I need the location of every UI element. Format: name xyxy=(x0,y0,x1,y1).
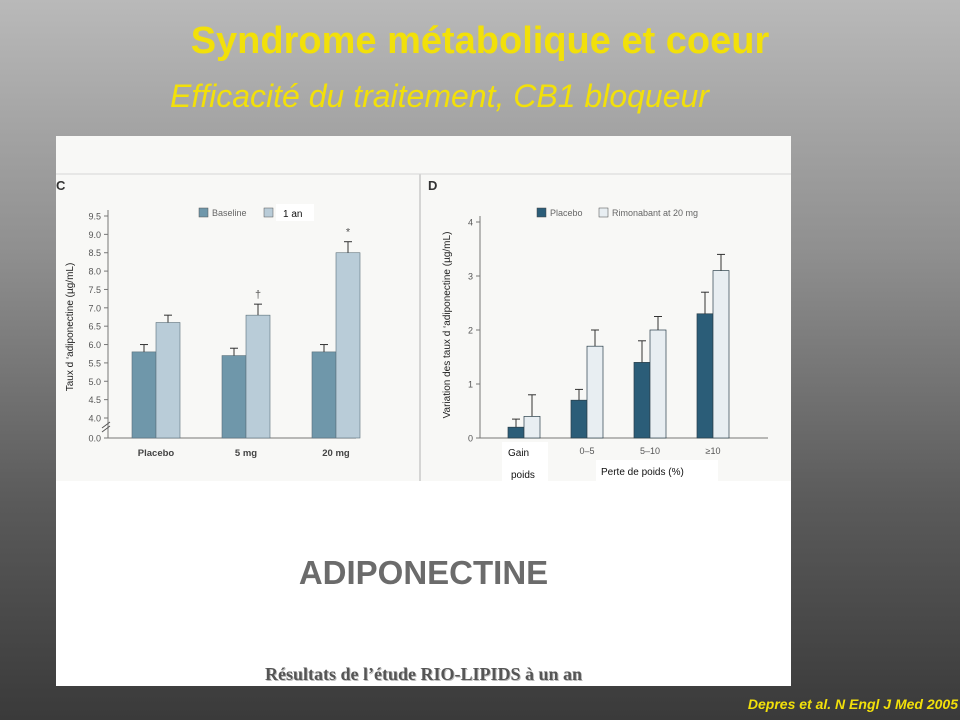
d-gain-label-line2: poids xyxy=(511,470,535,481)
d-legend-label-placebo: Placebo xyxy=(550,208,583,218)
d-y-tick-label: 1 xyxy=(468,380,473,390)
d-y-tick-label: 4 xyxy=(468,218,473,228)
c-y-tick-label: 9.5 xyxy=(88,212,101,222)
d-y-tick-label: 0 xyxy=(468,434,473,444)
c-y-tick-label: 7.5 xyxy=(88,285,101,295)
d-gain-label-line1: Gain xyxy=(508,448,529,459)
c-bar xyxy=(221,355,247,439)
c-y-tick-label: 9.0 xyxy=(88,230,101,240)
c-significance-mark: † xyxy=(255,289,261,301)
c-y-tick-label: 6.0 xyxy=(88,340,101,350)
c-x-tick-label: 20 mg xyxy=(322,448,350,459)
c-significance-mark: * xyxy=(346,227,351,239)
d-bar xyxy=(507,426,525,439)
c-y-tick-label: 6.5 xyxy=(88,322,101,332)
figure-svg: C 0.0 4.0 4.5 5.0 5.5 6.0 6.5 7.0 7.5 8.0 8.5 9.0 9.5… xyxy=(56,173,791,481)
c-y-tick-label: 5.0 xyxy=(88,377,101,387)
c-y-tick-label: 5.5 xyxy=(88,358,101,368)
d-gain-label-box xyxy=(502,442,548,481)
d-bar xyxy=(523,416,541,439)
slide-title: Syndrome métabolique et coeur xyxy=(190,20,770,62)
c-legend-swatch-1an xyxy=(263,207,274,218)
c-legend-label-baseline: Baseline xyxy=(212,208,247,218)
c-y-tick-label: 4.0 xyxy=(88,414,101,424)
d-legend-swatch-rimonabant xyxy=(598,207,609,218)
c-axis-break xyxy=(101,421,111,433)
c-bar xyxy=(311,351,337,439)
c-legend-swatch-baseline xyxy=(198,207,209,218)
c-bar xyxy=(335,252,361,439)
c-bar xyxy=(245,314,271,439)
d-x-tick-label: 5–10 xyxy=(640,446,660,456)
d-y-axis-label: Variation des taux d ‘adiponectine (µg/m… xyxy=(442,232,453,419)
d-bar xyxy=(633,362,651,439)
c-bar xyxy=(131,351,157,439)
d-y-tick-label: 2 xyxy=(468,326,473,336)
d-x-tick-label: 0–5 xyxy=(579,446,594,456)
slide-subtitle: Efficacité du traitement, CB1 bloqueur xyxy=(170,78,709,114)
d-legend-label-rimonabant: Rimonabant at 20 mg xyxy=(612,208,698,218)
c-x-tick-label: Placebo xyxy=(138,448,175,459)
d-y-tick-label: 3 xyxy=(468,272,473,282)
d-bar xyxy=(586,345,604,439)
c-y-tick-label: 4.5 xyxy=(88,395,101,405)
d-bar xyxy=(712,270,730,439)
c-y-axis-label: Taux d ‘adiponectine (µg/mL) xyxy=(65,263,76,392)
citation: Depres et al. N Engl J Med 2005 xyxy=(747,696,958,712)
c-legend-label-1an: 1 an xyxy=(283,209,302,220)
study-caption: Résultats de l’étude RIO-LIPIDS à un an xyxy=(264,664,583,684)
adiponectine-heading: ADIPONECTINE xyxy=(298,554,549,591)
d-bar xyxy=(649,329,667,439)
d-legend-swatch-placebo xyxy=(536,207,547,218)
c-y-tick-label: 8.5 xyxy=(88,248,101,258)
c-x-tick-label: 5 mg xyxy=(235,448,257,459)
figure-panel: C 0.0 4.0 4.5 5.0 5.5 6.0 6.5 7.0 7.5 8.0 8.5 9.0 9.5… xyxy=(56,136,791,686)
c-y-tick-label: 8.0 xyxy=(88,267,101,277)
panel-label-d: D xyxy=(428,178,437,193)
d-x-axis-label: Perte de poids (%) xyxy=(601,467,684,478)
c-y-tick-label: 0.0 xyxy=(88,434,101,444)
d-bar xyxy=(696,313,714,439)
d-x-label-box xyxy=(596,460,718,481)
c-y-tick-label: 7.0 xyxy=(88,303,101,313)
c-bar xyxy=(155,322,181,439)
panel-label-c: C xyxy=(56,178,66,193)
c-legend-box-1an xyxy=(276,204,314,221)
d-x-tick-label: ≥10 xyxy=(706,446,721,456)
d-bar xyxy=(570,399,588,439)
